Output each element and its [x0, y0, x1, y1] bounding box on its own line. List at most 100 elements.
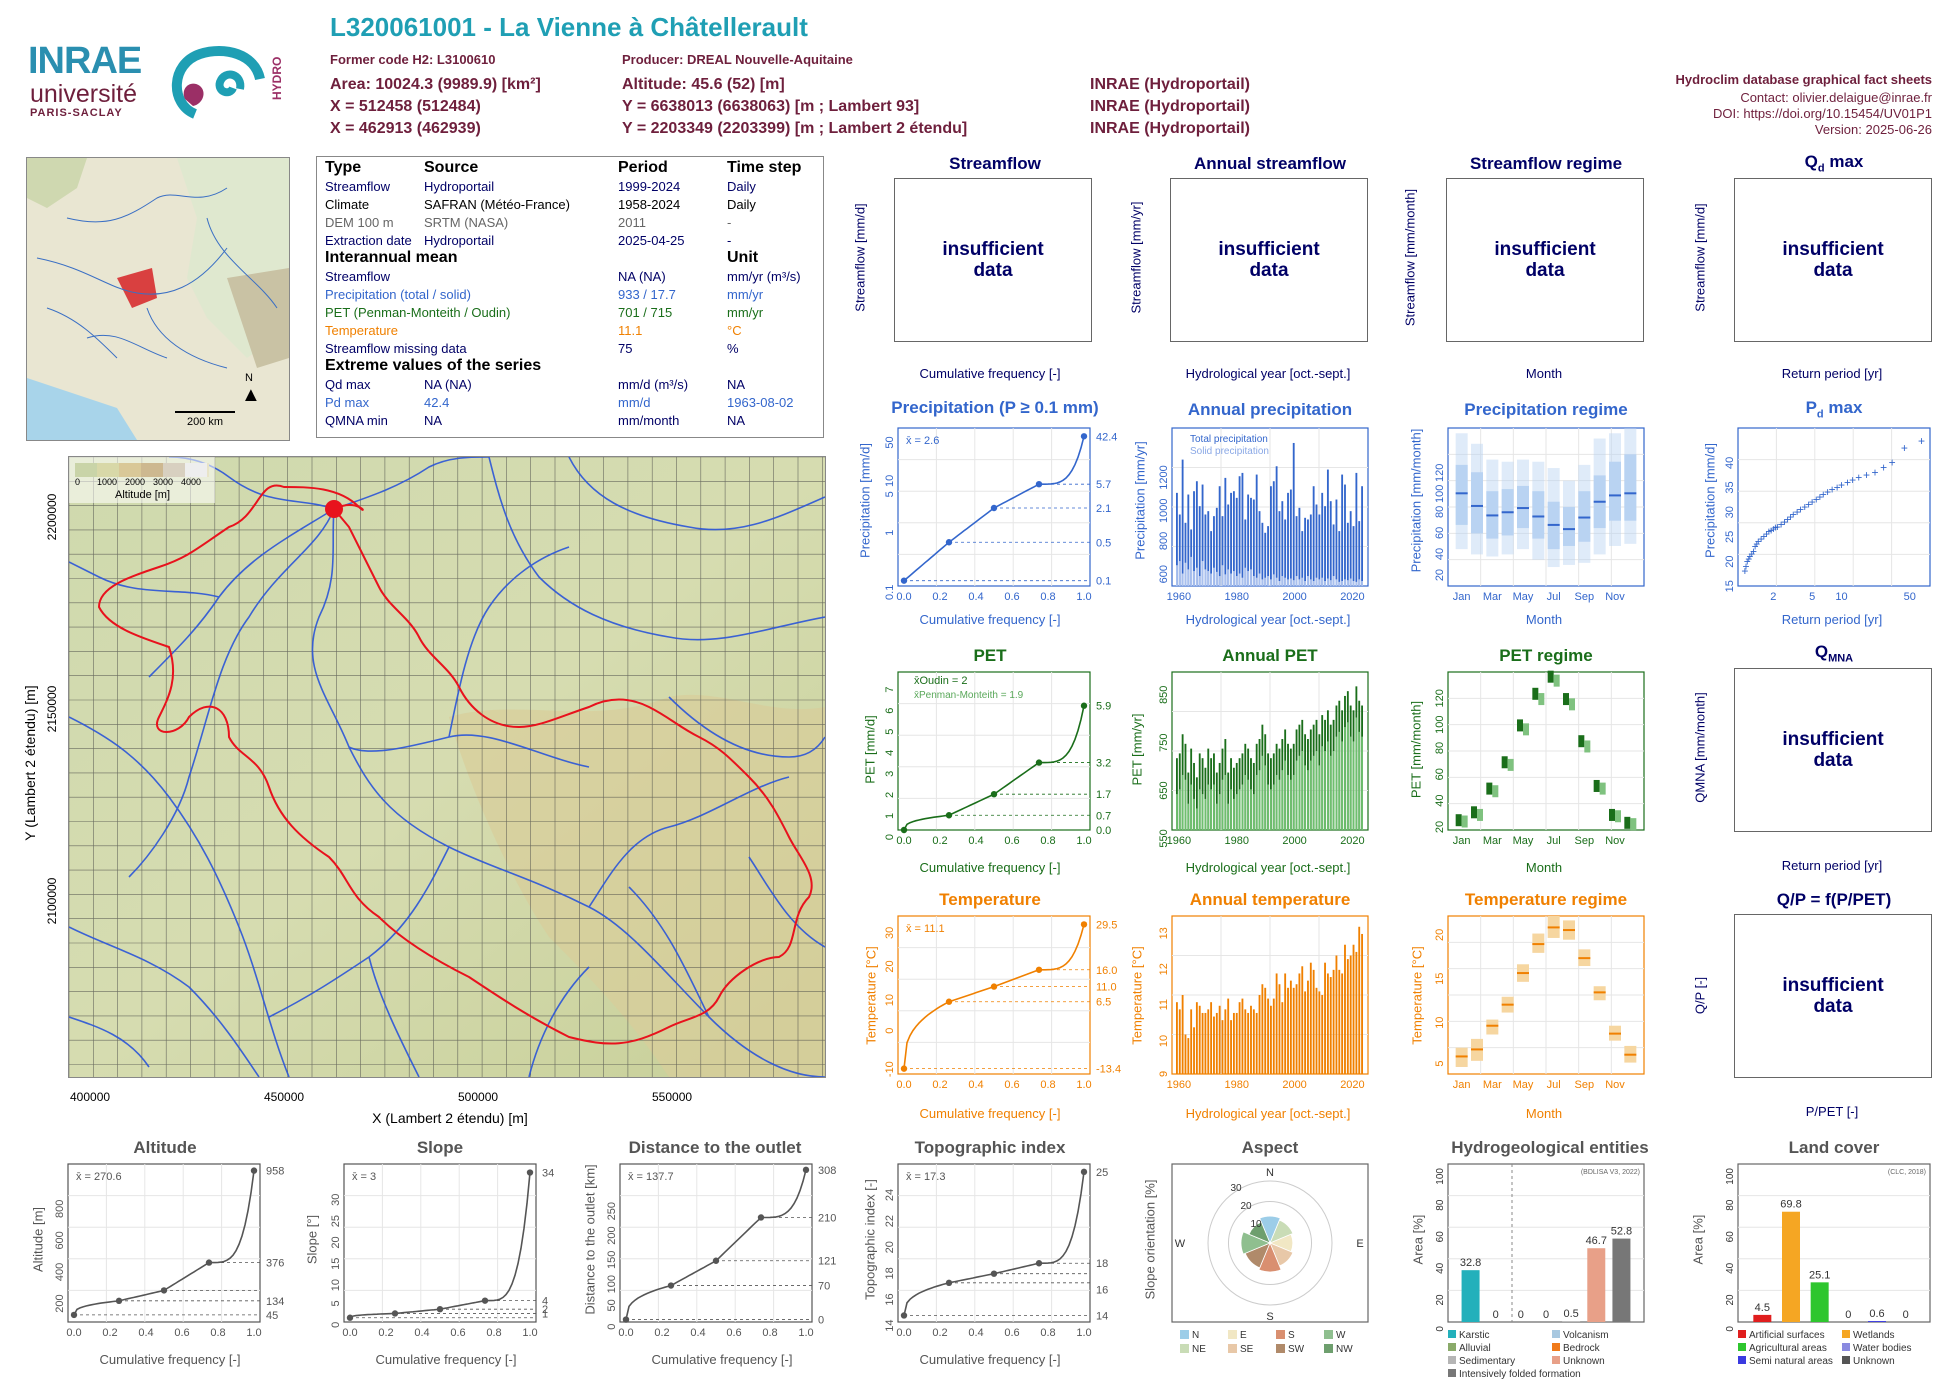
panel-title: PET regime	[1499, 646, 1593, 665]
annual-bar	[1352, 944, 1355, 1074]
x-tick: Nov	[1605, 1079, 1625, 1091]
regime-pm	[1523, 723, 1529, 736]
y-tick: 60	[1725, 1231, 1736, 1243]
annual-bar-2	[1250, 569, 1252, 586]
source-note: (BDLISA V3, 2022)	[1581, 1169, 1640, 1176]
y-tick: 5	[884, 491, 896, 497]
legend-swatch	[1228, 1344, 1237, 1353]
legend-swatch	[1448, 1330, 1456, 1338]
annual-bar	[1287, 987, 1289, 1074]
legend-step	[97, 463, 119, 477]
x-tick: 0.6	[1004, 835, 1019, 847]
info-cell: SRTM (NASA)	[424, 214, 509, 230]
legend-entry: Karstic	[1459, 1330, 1490, 1341]
y-tick: 30	[330, 1194, 342, 1206]
annual-bar-2	[1270, 789, 1272, 830]
legend-entry: x̄Penman-Monteith = 1.9	[914, 690, 1024, 701]
y-tick: 80	[1435, 1199, 1446, 1211]
annual-bar	[1307, 519, 1309, 586]
x-tick: 0.4	[968, 1079, 983, 1091]
annual-bar	[1258, 995, 1261, 1074]
axis-label: Month	[1525, 366, 1563, 381]
regime-oudin	[1501, 756, 1508, 769]
annual-bar	[1349, 955, 1352, 1074]
annual-bar-2	[1332, 576, 1335, 586]
annual-bar	[1338, 969, 1341, 1074]
legend-tick: 1000	[97, 477, 118, 487]
annual-bar	[1341, 474, 1344, 586]
annual-bar-2	[1184, 779, 1187, 830]
right-label: 0.7	[1096, 810, 1111, 822]
cdf-point	[667, 1282, 675, 1289]
right-label: 121	[818, 1256, 836, 1268]
y-tick: 1	[884, 813, 896, 819]
pdmax-point: +	[1918, 434, 1925, 448]
axis-label: Cumulative frequency [-]	[919, 860, 1061, 875]
annual-bar	[1247, 1012, 1250, 1074]
annual-bar-2	[1176, 794, 1178, 830]
annual-bar	[1312, 969, 1315, 1074]
axis-label: Topographic index [-]	[862, 1179, 878, 1300]
annual-bar	[1221, 1020, 1224, 1074]
annual-bar	[1267, 526, 1269, 586]
annual-bar	[1184, 1034, 1187, 1074]
x-tick: 0.4	[968, 591, 983, 603]
x-tick: 0.8	[1040, 835, 1055, 847]
mean-cell: %	[727, 340, 739, 356]
cdf-point	[900, 826, 908, 834]
panel-title: Annual PET	[1222, 646, 1318, 665]
info-table: Type Source Period Time step Streamflow H…	[323, 159, 803, 429]
cdf-frame	[619, 1163, 813, 1323]
annual-bar-2	[1267, 784, 1269, 830]
annual-bar	[1238, 1002, 1241, 1074]
info-cell: Daily	[727, 196, 756, 212]
legend-swatch	[1738, 1343, 1746, 1351]
legend-swatch	[1842, 1356, 1850, 1364]
rivers	[69, 457, 825, 1077]
x-tick: 0.8	[762, 1327, 777, 1339]
right-label: 25	[1096, 1167, 1108, 1179]
cdf-point	[250, 1167, 258, 1174]
pdmax-point: +	[1790, 507, 1797, 521]
x-tick: 0.0	[66, 1327, 81, 1339]
annual-bar	[1255, 1012, 1258, 1074]
annual-bar-2	[1321, 577, 1324, 586]
annual-bar-2	[1287, 579, 1289, 586]
north-arrow-icon: ▲	[241, 384, 261, 406]
axis-label: Month	[1525, 860, 1563, 875]
info-cell: DEM 100 m	[325, 214, 394, 230]
x-tick: 0.0	[896, 1327, 911, 1339]
insufficient-label: insufficient data	[942, 239, 1044, 281]
mean-label: x̄ = 2.6	[906, 435, 939, 447]
annual-bar	[1341, 973, 1344, 1074]
cdf-point	[1035, 966, 1043, 973]
annual-bar-2	[1190, 784, 1193, 830]
aspect-rtick: 20	[1240, 1201, 1252, 1212]
annual-bar	[1181, 995, 1184, 1074]
annual-bar-2	[1221, 779, 1224, 830]
annual-bar-2	[1250, 789, 1252, 830]
coord-y: Y = 6638013 (6638063) [m ; Lambert 93]	[622, 98, 920, 115]
x-tick: Jul	[1547, 835, 1561, 847]
legend-entry: Unknown	[1853, 1356, 1895, 1367]
annual-bar	[1252, 1009, 1255, 1074]
x-tick: 0.0	[618, 1327, 633, 1339]
right-label: 18	[1096, 1258, 1108, 1270]
pdmax-point: +	[1784, 512, 1791, 526]
annual-bar	[1295, 984, 1298, 1074]
annual-bar	[1361, 486, 1363, 586]
annual-bar-2	[1213, 567, 1215, 586]
annual-bar-2	[1178, 561, 1181, 586]
y-tick: 5	[884, 729, 896, 735]
annual-bar	[1355, 472, 1358, 586]
annual-bar	[1207, 1009, 1210, 1074]
right-label: 210	[818, 1212, 836, 1224]
minimap-svg	[27, 158, 289, 440]
annual-bar	[1284, 519, 1287, 586]
category-bar	[1782, 1211, 1800, 1322]
aspect-dir: S	[1266, 1311, 1273, 1323]
x-tick: 0.8	[1040, 1327, 1055, 1339]
pd-title: P	[1805, 398, 1817, 417]
coord-x: X = 512458 (512484)	[330, 98, 481, 115]
right-label: 0	[818, 1315, 824, 1327]
